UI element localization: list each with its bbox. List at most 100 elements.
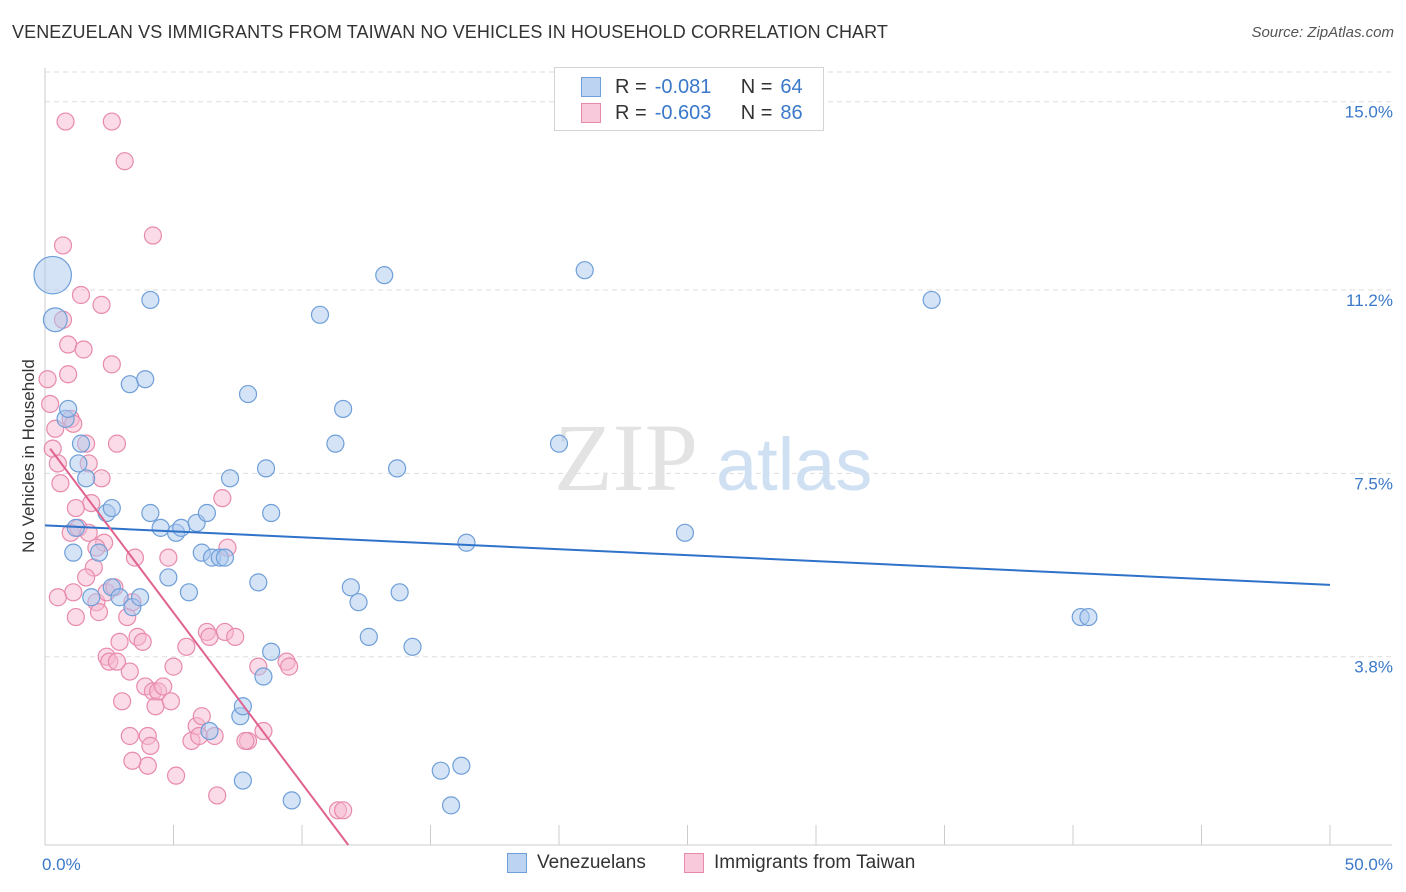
venezuelan-point [387,459,407,478]
taiwan-point [280,657,299,676]
taiwan-point [200,627,219,646]
watermark-atlas: atlas [716,423,872,506]
venezuelan-point [349,593,368,612]
taiwan-point [133,632,152,651]
legend-swatch-blue [581,77,601,97]
taiwan-point [192,707,211,726]
venezuelan-trend-line [44,524,1331,586]
legend-item-venezuelans: Venezuelans [507,852,646,874]
venezuelan-point [200,721,219,741]
taiwan-point [92,469,111,488]
venezuelan-point [120,375,139,394]
legend-n-label: N = [740,75,773,98]
taiwan-point [38,370,57,389]
venezuelan-point [233,771,252,790]
taiwan-point [89,603,109,622]
venezuelan-point [675,523,695,542]
legend-swatch-blue [507,853,527,873]
x-tick-label-max: 50.0% [1345,855,1393,874]
venezuelan-point [110,588,129,607]
venezuelan-point [375,266,394,285]
taiwan-point [107,652,127,671]
venezuelan-point [102,498,121,518]
venezuelan-point [159,568,178,587]
trend-lines [44,447,1331,846]
legend-swatch-pink [684,853,704,873]
chart-title: VENEZUELAN VS IMMIGRANTS FROM TAIWAN NO … [12,22,889,42]
venezuelan-point [341,578,360,597]
taiwan-point [226,627,245,646]
venezuelan-point [390,583,409,602]
venezuelan-point [575,261,594,280]
venezuelan-point [220,469,240,488]
taiwan-point [56,112,75,131]
taiwan-point [66,498,85,518]
taiwan-trend-line [49,447,350,846]
tick-labels: 3.8% 7.5% 11.2% 15.0% 0.0% 50.0% [42,103,1393,874]
series-legend: Venezuelans Immigrants from Taiwan [0,852,1406,878]
y-tick-label: 15.0% [1345,103,1393,122]
taiwan-point [92,295,111,314]
taiwan-point [120,726,139,746]
taiwan-point [166,766,186,785]
venezuelan-point [172,518,191,537]
taiwan-point [107,434,127,453]
venezuelan-point [262,503,281,523]
venezuelan-point [151,518,170,537]
taiwan-point [112,692,132,711]
taiwan-point [177,637,196,656]
legend-item-taiwan: Immigrants from Taiwan [684,852,915,874]
taiwan-point [159,548,178,567]
venezuelan-point [69,454,88,473]
legend-swatch-pink [581,103,601,123]
x-tick-label-min: 0.0% [42,855,81,874]
venezuelan-point [310,305,330,324]
taiwan-point [53,236,73,255]
taiwan-point [64,583,83,602]
legend-r-value: -0.081 [654,75,712,98]
taiwan-point [236,731,255,751]
taiwan-point [161,692,181,711]
taiwan-point [146,697,165,716]
stats-legend: R = -0.081 N = 64 R = -0.603 N = 86 [554,67,824,131]
venezuelan-point [334,399,353,419]
venezuelan-point [549,434,569,453]
legend-n-label: N = [740,101,773,124]
venezuelan-point [33,255,73,295]
axes [44,68,1392,846]
y-tick-label: 11.2% [1346,291,1393,310]
legend-r-label: R = [615,75,647,98]
venezuelan-point [215,548,234,567]
taiwan-point [334,801,353,820]
venezuelan-point [136,370,155,389]
venezuelan-point [238,384,258,404]
venezuelan-point [262,642,281,661]
taiwan-point [71,285,91,305]
taiwan-point [102,112,121,131]
y-tick-label: 7.5% [1354,474,1393,493]
legend-n-value: 86 [780,101,803,124]
legend-row-venezuelans: R = -0.081 N = 64 [555,74,803,100]
legend-r-value: -0.603 [654,101,712,124]
source-label: Source: ZipAtlas.com [1251,24,1394,41]
venezuelan-point [42,307,68,333]
taiwan-point [154,677,173,696]
taiwan-point [138,756,157,775]
venezuelan-point [254,667,273,686]
taiwan-point [208,786,227,805]
venezuelan-point [77,469,96,488]
taiwan-point [120,662,139,681]
venezuelan-point [197,503,217,523]
venezuelan-point [282,791,301,810]
taiwan-point [48,454,67,473]
legend-r-label: R = [615,101,647,124]
watermark-zip: ZIP [554,404,698,511]
venezuelan-point [249,573,268,592]
taiwan-point [59,335,78,354]
y-axis-label: No Vehicles in Household [19,359,38,553]
venezuelan-point [130,588,150,607]
venezuelan-point [359,627,378,646]
taiwan-point [51,474,70,493]
taiwan-point [59,365,78,384]
